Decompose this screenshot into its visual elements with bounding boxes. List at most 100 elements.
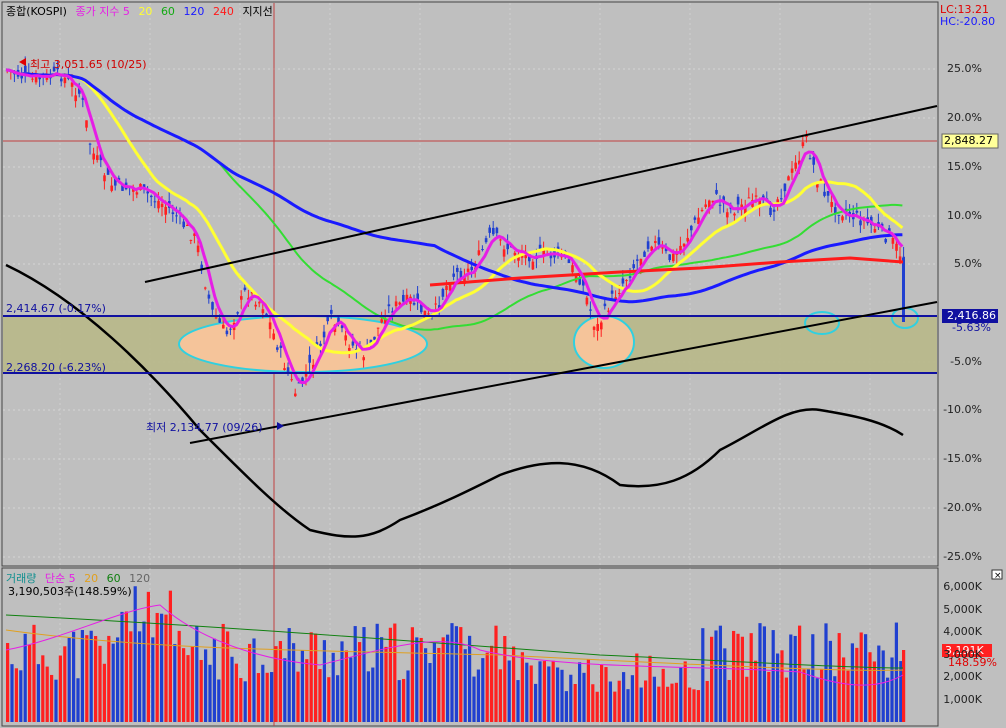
candle	[276, 347, 279, 350]
volume-ma5	[5, 604, 904, 686]
volume-bar	[50, 674, 54, 722]
ma-prefix-label[interactable]: 종가 지수 5	[75, 5, 130, 18]
volume-bar	[696, 690, 700, 722]
volume-bar	[133, 586, 137, 722]
candle	[585, 297, 589, 305]
candle	[420, 304, 423, 313]
volume-bar	[292, 643, 296, 722]
y-tick-label: 5.0%	[954, 257, 982, 270]
volume-ma60-label[interactable]: 60	[106, 572, 121, 585]
candle	[196, 245, 200, 253]
volume-bar	[54, 679, 58, 722]
candle	[380, 319, 383, 323]
candle	[438, 305, 441, 309]
channel-upper-line	[144, 105, 938, 283]
volume-bar	[727, 679, 731, 722]
y-tick-label: 20.0%	[947, 111, 982, 124]
volume-current-badge-text: 3,191K	[945, 644, 984, 657]
ma120-label[interactable]: 120	[183, 5, 205, 18]
volume-panel-close-button[interactable]	[991, 569, 1003, 580]
volume-bar	[608, 681, 612, 722]
volume-bars-group	[6, 586, 906, 722]
volume-tick-label: 2,000K	[943, 670, 982, 683]
volume-bar	[582, 672, 586, 722]
volume-ma120-label[interactable]: 120	[129, 572, 151, 585]
candle	[592, 326, 596, 330]
candle	[794, 162, 797, 169]
volume-ma60	[5, 614, 904, 669]
candle	[582, 279, 585, 286]
volume-title[interactable]: 거래량	[6, 572, 37, 585]
volume-bar	[129, 631, 133, 722]
candle	[290, 379, 293, 381]
candle	[841, 216, 844, 221]
volume-tick-label: 6,000K	[943, 580, 982, 593]
volume-bar	[160, 613, 164, 722]
volume-bar	[230, 656, 234, 722]
volume-bar	[498, 669, 502, 722]
candle	[362, 357, 365, 361]
volume-bar	[182, 648, 186, 722]
volume-bar	[842, 657, 846, 722]
candle	[607, 310, 610, 312]
candle	[801, 142, 805, 147]
volume-bar	[415, 637, 419, 722]
chart-title[interactable]: 종합(KOSPI)	[6, 5, 67, 18]
volume-bar	[701, 628, 705, 722]
candle	[229, 328, 232, 330]
candle	[700, 209, 704, 211]
candle	[463, 276, 466, 285]
candle	[225, 330, 229, 335]
volume-bar	[252, 638, 256, 722]
candle	[193, 233, 196, 236]
candle	[214, 317, 218, 319]
volume-ma-lines	[5, 604, 904, 686]
candle	[394, 301, 398, 307]
candle	[492, 227, 495, 235]
volume-bar	[872, 661, 876, 722]
volume-bar	[190, 646, 194, 722]
volume-bar	[226, 631, 230, 722]
volume-bar	[10, 664, 14, 722]
y-tick-label: -10.0%	[943, 403, 982, 416]
candle	[412, 303, 416, 305]
volume-bar	[305, 659, 309, 722]
volume-bar	[80, 630, 84, 722]
volume-bar	[793, 635, 797, 722]
candle	[448, 284, 452, 291]
volume-bar	[551, 660, 555, 722]
candle	[880, 223, 884, 227]
volume-bar	[569, 674, 573, 722]
ma20-label[interactable]: 20	[138, 5, 153, 18]
high-marker-icon	[19, 58, 26, 66]
candle	[81, 98, 85, 100]
candle	[376, 327, 380, 329]
volume-ma-prefix[interactable]: 단순 5	[44, 572, 76, 585]
volume-bar	[723, 648, 727, 722]
support-line-legend[interactable]: 지지선	[242, 5, 273, 18]
ma60-label[interactable]: 60	[160, 5, 175, 18]
volume-bar	[358, 642, 362, 722]
candle	[736, 196, 740, 205]
candle	[834, 207, 837, 214]
ma20-line	[5, 68, 904, 355]
candle	[56, 67, 59, 70]
volume-bar	[749, 633, 753, 722]
close-icon[interactable]: ×	[994, 571, 1002, 581]
volume-bar	[432, 643, 436, 722]
candle	[639, 258, 643, 266]
volume-bar	[622, 672, 626, 722]
candle	[160, 203, 164, 208]
volume-bar	[806, 668, 810, 722]
candle	[304, 373, 308, 377]
candle	[517, 254, 520, 261]
volume-ma20-label[interactable]: 20	[84, 572, 99, 585]
volume-bar	[868, 652, 872, 722]
candle	[823, 191, 826, 196]
volume-bar	[428, 663, 432, 722]
ma240-label[interactable]: 240	[212, 5, 234, 18]
volume-bar	[331, 652, 335, 722]
volume-bar	[811, 634, 815, 722]
volume-bar	[516, 680, 520, 722]
